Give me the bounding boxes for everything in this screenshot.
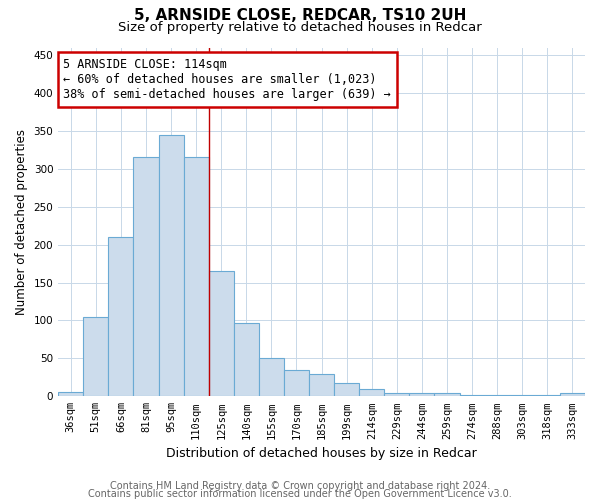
Bar	[385, 392, 409, 396]
Bar	[510, 395, 535, 396]
Bar	[109, 237, 133, 396]
Bar	[309, 374, 334, 396]
X-axis label: Distribution of detached houses by size in Redcar: Distribution of detached houses by size …	[166, 447, 477, 460]
Bar	[359, 388, 385, 396]
Bar	[259, 358, 284, 397]
Bar	[460, 395, 485, 396]
Bar	[158, 134, 184, 396]
Bar	[434, 392, 460, 396]
Text: Contains HM Land Registry data © Crown copyright and database right 2024.: Contains HM Land Registry data © Crown c…	[110, 481, 490, 491]
Y-axis label: Number of detached properties: Number of detached properties	[15, 129, 28, 315]
Text: Size of property relative to detached houses in Redcar: Size of property relative to detached ho…	[118, 21, 482, 34]
Text: 5, ARNSIDE CLOSE, REDCAR, TS10 2UH: 5, ARNSIDE CLOSE, REDCAR, TS10 2UH	[134, 8, 466, 22]
Text: Contains public sector information licensed under the Open Government Licence v3: Contains public sector information licen…	[88, 489, 512, 499]
Bar	[184, 158, 209, 396]
Bar	[133, 158, 158, 396]
Bar	[209, 271, 234, 396]
Bar	[83, 316, 109, 396]
Bar	[58, 392, 83, 396]
Text: 5 ARNSIDE CLOSE: 114sqm
← 60% of detached houses are smaller (1,023)
38% of semi: 5 ARNSIDE CLOSE: 114sqm ← 60% of detache…	[64, 58, 391, 101]
Bar	[485, 395, 510, 396]
Bar	[234, 323, 259, 396]
Bar	[334, 382, 359, 396]
Bar	[535, 395, 560, 396]
Bar	[284, 370, 309, 396]
Bar	[560, 394, 585, 396]
Bar	[409, 392, 434, 396]
